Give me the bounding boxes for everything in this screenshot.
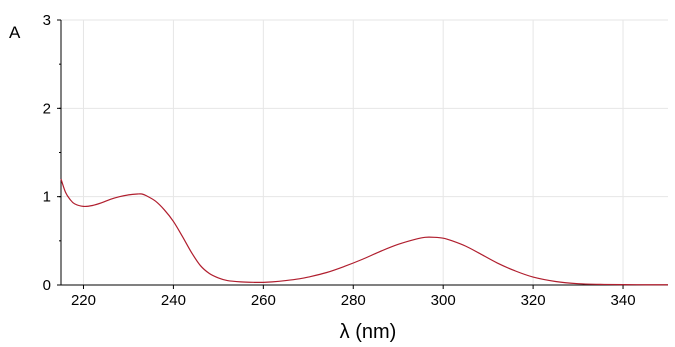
series-line-0 bbox=[60, 178, 669, 286]
y-tick-label: 1 bbox=[43, 189, 51, 206]
x-tick-label: 340 bbox=[611, 292, 636, 309]
grid-lines bbox=[61, 19, 668, 285]
x-tick-label: 320 bbox=[521, 292, 546, 309]
x-tick-label: 280 bbox=[341, 292, 366, 309]
y-tick-label: 3 bbox=[43, 12, 51, 29]
y-tick-label: 0 bbox=[43, 277, 51, 294]
y-axis-title: A bbox=[9, 23, 21, 42]
x-tick-label: 300 bbox=[431, 292, 456, 309]
x-axis-title: λ (nm) bbox=[340, 321, 397, 343]
x-tick-label: 220 bbox=[71, 292, 96, 309]
x-tick-label: 260 bbox=[251, 292, 276, 309]
tick-labels: 220 240 260 280 300 320 340 0 1 2 3 bbox=[43, 12, 636, 309]
series-layer bbox=[60, 178, 669, 286]
axes bbox=[57, 19, 668, 289]
y-tick-label: 2 bbox=[43, 100, 51, 117]
x-tick-label: 240 bbox=[161, 292, 186, 309]
